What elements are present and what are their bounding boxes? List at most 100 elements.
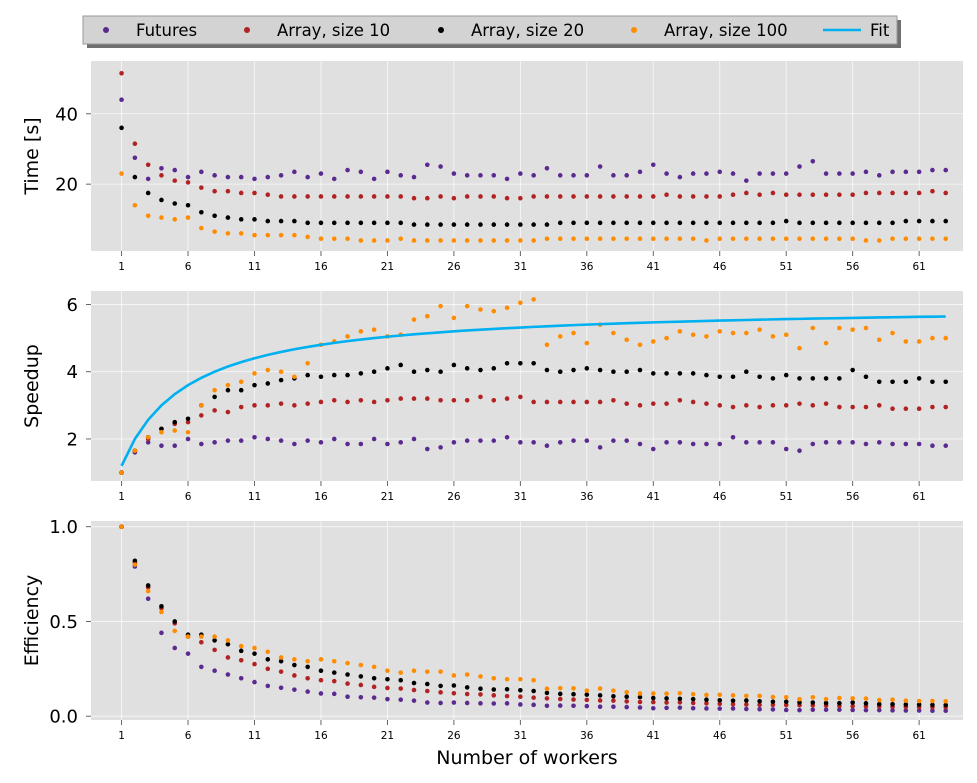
data-point — [584, 220, 590, 226]
data-point — [730, 220, 736, 226]
data-point — [305, 438, 310, 443]
series-array-size-100-speedup — [119, 297, 949, 475]
data-point — [823, 696, 829, 702]
data-point — [544, 686, 550, 692]
data-point — [690, 332, 696, 338]
data-point — [916, 702, 922, 707]
data-point — [903, 441, 909, 447]
data-point — [398, 670, 404, 675]
data-point — [318, 236, 324, 241]
tick-label-y-efficiency: 0.5 — [49, 612, 78, 633]
data-point — [584, 340, 590, 346]
data-point — [704, 194, 709, 199]
data-point — [597, 686, 603, 691]
data-point — [677, 690, 683, 696]
data-point — [797, 700, 802, 705]
data-point — [464, 366, 470, 371]
data-point — [491, 173, 497, 178]
data-point — [385, 668, 390, 674]
data-point — [571, 220, 576, 226]
data-point — [358, 169, 364, 175]
data-point — [637, 694, 643, 700]
data-point — [331, 220, 337, 226]
data-point — [265, 666, 271, 672]
data-point — [943, 702, 949, 708]
data-point — [531, 688, 536, 694]
data-point — [371, 684, 377, 690]
data-point — [664, 192, 669, 197]
data-point — [491, 238, 497, 243]
legend-label: Array, size 10 — [277, 21, 390, 40]
data-point — [890, 441, 895, 447]
data-point — [358, 238, 364, 243]
data-point — [225, 641, 231, 647]
data-point — [810, 403, 816, 408]
data-point — [571, 330, 576, 336]
data-point — [464, 194, 470, 199]
data-point — [398, 362, 404, 368]
data-point — [744, 698, 749, 703]
data-point — [677, 700, 683, 705]
data-point — [145, 440, 151, 445]
data-point — [930, 708, 935, 714]
data-point — [717, 441, 723, 447]
data-point — [172, 628, 178, 634]
data-point — [730, 701, 736, 707]
plot-area-speedup — [91, 291, 963, 481]
data-point — [611, 330, 616, 336]
data-point — [371, 436, 377, 442]
tick-label-x-speedup: 31 — [514, 491, 527, 503]
data-point — [783, 236, 789, 241]
data-point — [863, 220, 869, 226]
data-point — [637, 699, 643, 705]
data-point — [797, 164, 802, 169]
data-point — [677, 440, 683, 445]
data-point — [425, 681, 430, 687]
data-point — [544, 696, 550, 701]
data-point — [890, 220, 895, 226]
data-point — [278, 658, 284, 664]
data-point — [504, 693, 510, 699]
data-point — [478, 367, 483, 373]
data-point — [744, 702, 749, 707]
data-point — [744, 236, 749, 241]
data-point — [757, 404, 762, 410]
data-point — [199, 169, 204, 175]
data-point — [730, 192, 736, 197]
data-point — [119, 71, 124, 76]
data-point — [199, 210, 204, 215]
data-point — [876, 701, 882, 707]
data-point — [238, 676, 244, 681]
data-point — [318, 657, 324, 662]
data-point — [704, 401, 709, 406]
data-point — [664, 440, 669, 445]
data-point — [478, 307, 483, 312]
data-point — [464, 397, 470, 403]
data-point — [504, 305, 510, 311]
tick-label-x-speedup: 36 — [580, 491, 594, 503]
data-point — [212, 668, 217, 674]
data-point — [783, 332, 789, 338]
data-point — [557, 691, 563, 697]
data-point — [850, 192, 855, 197]
data-point — [518, 676, 523, 682]
data-point — [890, 379, 895, 385]
data-point — [571, 438, 576, 443]
data-point — [451, 362, 457, 368]
data-point — [225, 655, 231, 660]
tick-label-x-time: 61 — [912, 261, 925, 273]
data-point — [145, 434, 151, 440]
data-point — [451, 673, 457, 678]
data-point — [797, 220, 802, 226]
data-point — [212, 394, 217, 400]
data-point — [916, 339, 922, 344]
data-point — [464, 672, 470, 677]
data-point — [199, 441, 204, 447]
data-point — [345, 660, 350, 666]
data-point — [717, 403, 723, 408]
data-point — [916, 406, 922, 412]
data-point — [930, 236, 935, 241]
data-point — [478, 394, 483, 400]
data-point — [837, 171, 842, 176]
